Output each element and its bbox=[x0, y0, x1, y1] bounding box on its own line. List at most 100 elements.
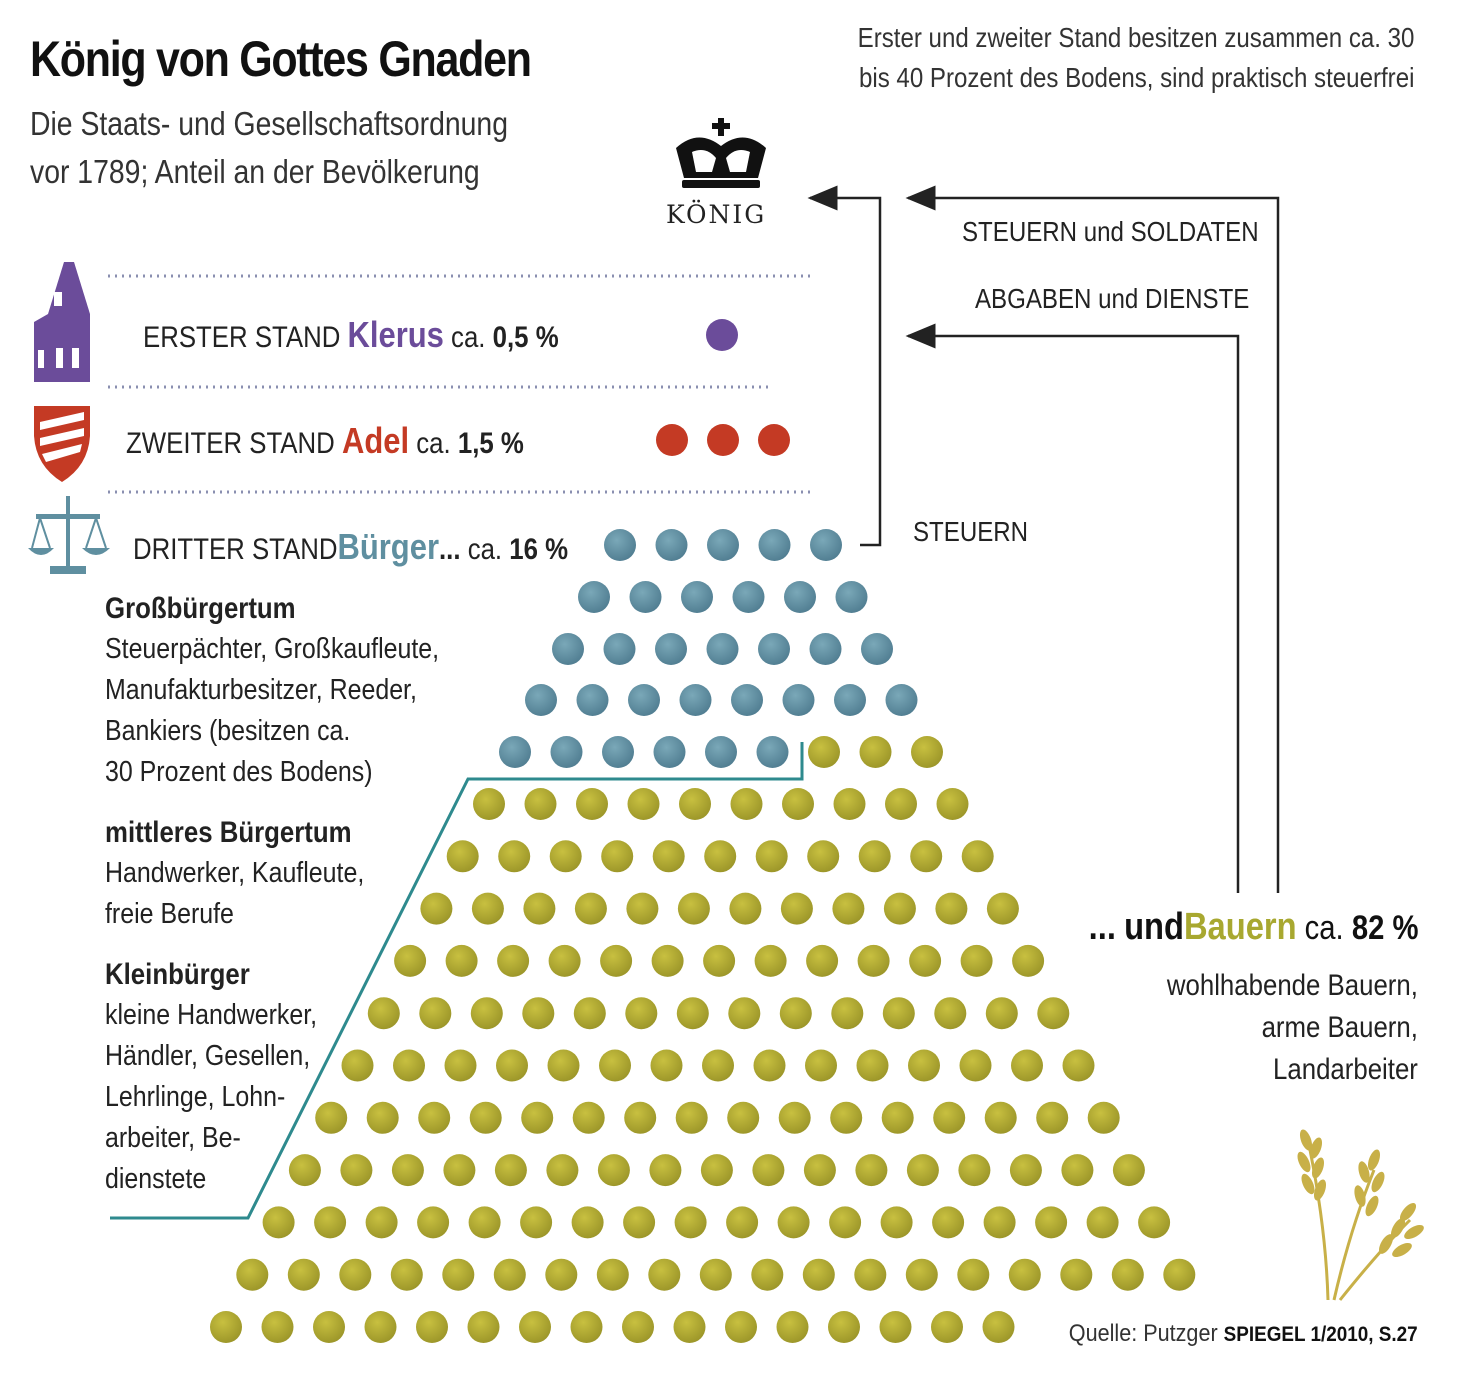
dot-buerger bbox=[604, 529, 636, 561]
sidebar-line: Manufakturbesitzer, Reeder, bbox=[105, 674, 417, 706]
dot-bauern bbox=[573, 997, 606, 1030]
dot-buerger bbox=[603, 633, 636, 665]
estate-pct: 16 % bbox=[509, 533, 569, 566]
dot-bauern bbox=[547, 1049, 580, 1082]
dot-bauern bbox=[470, 997, 503, 1030]
population-dots bbox=[210, 319, 1196, 1343]
dot-bauern bbox=[832, 892, 865, 925]
dot-bauern bbox=[932, 1206, 965, 1239]
dot-bauern bbox=[548, 944, 581, 977]
dot-bauern bbox=[883, 892, 916, 925]
bauern-sub-line: arme Bauern, bbox=[1261, 1011, 1418, 1044]
dot-bauern bbox=[1086, 1206, 1119, 1239]
dot-bauern bbox=[546, 1154, 579, 1187]
dot-bauern bbox=[782, 788, 814, 820]
dot-bauern bbox=[911, 736, 943, 768]
dot-bauern bbox=[597, 1154, 630, 1187]
dot-bauern bbox=[519, 1311, 551, 1343]
dot-bauern bbox=[675, 1101, 708, 1134]
dot-buerger bbox=[707, 529, 739, 561]
estate-label-klerus: ERSTER STAND Klerus ca. 0,5 % bbox=[143, 314, 559, 356]
dot-bauern bbox=[885, 788, 917, 820]
estate-ca: ca. bbox=[1304, 909, 1344, 947]
sidebar-heading: Kleinbürger bbox=[105, 958, 250, 991]
dot-bauern bbox=[648, 1258, 681, 1291]
dot-bauern bbox=[728, 997, 761, 1030]
dot-bauern bbox=[859, 736, 892, 768]
sidebar-line: 30 Prozent des Bodens) bbox=[105, 756, 373, 788]
dot-bauern bbox=[549, 840, 582, 873]
dot-bauern bbox=[753, 1049, 786, 1082]
dot-bauern bbox=[1163, 1258, 1196, 1291]
bauern-sub-line: wohlhabende Bauern, bbox=[1166, 969, 1418, 1002]
dot-bauern bbox=[445, 944, 478, 977]
estate-prefix: ZWEITER STAND bbox=[126, 427, 335, 460]
dot-buerger bbox=[655, 529, 688, 561]
dot-bauern bbox=[417, 1206, 450, 1239]
dot-bauern bbox=[652, 840, 685, 873]
dot-buerger bbox=[732, 581, 765, 613]
dot-bauern bbox=[523, 892, 556, 925]
dot-bauern bbox=[596, 1258, 629, 1291]
dot-bauern bbox=[570, 1311, 603, 1343]
estate-ca: ca. bbox=[451, 321, 486, 354]
dot-bauern bbox=[936, 788, 969, 820]
dot-bauern bbox=[881, 1101, 914, 1134]
dot-bauern bbox=[676, 997, 709, 1030]
dot-bauern bbox=[1060, 1258, 1093, 1291]
dot-buerger bbox=[629, 581, 662, 613]
dot-bauern bbox=[494, 1154, 527, 1187]
dot-bauern bbox=[808, 736, 840, 768]
dot-buerger bbox=[655, 633, 687, 665]
scales-icon bbox=[28, 496, 110, 574]
sidebar-line: freie Berufe bbox=[105, 898, 234, 930]
dot-buerger bbox=[705, 736, 737, 768]
dot-buerger bbox=[628, 684, 660, 716]
dot-buerger bbox=[756, 736, 789, 768]
dot-bauern bbox=[776, 1311, 809, 1343]
dot-bauern bbox=[779, 997, 812, 1030]
source-credit: Quelle: Putzger SPIEGEL 1/2010, S.27 bbox=[1069, 1320, 1418, 1348]
dot-bauern bbox=[1061, 1154, 1094, 1187]
dot-bauern bbox=[393, 1049, 425, 1082]
dot-bauern bbox=[288, 1154, 321, 1187]
dot-bauern bbox=[624, 1101, 657, 1134]
dot-bauern bbox=[443, 1154, 476, 1187]
dot-bauern bbox=[673, 1311, 706, 1343]
dot-bauern bbox=[828, 1311, 860, 1343]
dot-bauern bbox=[882, 997, 915, 1030]
dot-bauern bbox=[802, 1258, 835, 1291]
dot-bauern bbox=[571, 1206, 604, 1239]
arrow-steuern-soldaten bbox=[905, 185, 1280, 893]
dot-bauern bbox=[679, 788, 711, 820]
estate-und: und bbox=[1123, 906, 1184, 948]
dot-bauern bbox=[985, 997, 1018, 1030]
dot-bauern bbox=[622, 1311, 654, 1343]
dot-bauern bbox=[857, 944, 890, 977]
dot-bauern bbox=[623, 1206, 656, 1239]
dot-buerger bbox=[731, 684, 763, 716]
dot-bauern bbox=[391, 1154, 424, 1187]
dot-bauern bbox=[856, 1049, 889, 1082]
dot-bauern bbox=[829, 1206, 862, 1239]
dot-bauern bbox=[390, 1258, 423, 1291]
estate-ca: ca. bbox=[467, 533, 503, 566]
dot-adel bbox=[707, 424, 739, 456]
dot-bauern bbox=[471, 892, 504, 925]
dot-bauern bbox=[467, 1311, 500, 1343]
dot-bauern bbox=[1087, 1101, 1120, 1134]
dot-bauern bbox=[703, 944, 736, 977]
dot-bauern bbox=[752, 1154, 785, 1187]
dot-bauern bbox=[807, 840, 840, 873]
dot-bauern bbox=[806, 944, 839, 977]
dot-bauern bbox=[1037, 997, 1070, 1030]
subtitle-line: vor 1789; Anteil an der Bevölkerung bbox=[30, 153, 480, 190]
dot-bauern bbox=[493, 1258, 526, 1291]
dot-bauern bbox=[754, 944, 787, 977]
bauern-sub-line: Landarbeiter bbox=[1273, 1053, 1418, 1086]
source-spiegel: SPIEGEL 1/2010, S.27 bbox=[1223, 1323, 1418, 1346]
dot-buerger bbox=[885, 684, 918, 716]
dot-bauern bbox=[699, 1258, 732, 1291]
dot-bauern bbox=[751, 1258, 784, 1291]
dot-bauern bbox=[700, 1154, 733, 1187]
